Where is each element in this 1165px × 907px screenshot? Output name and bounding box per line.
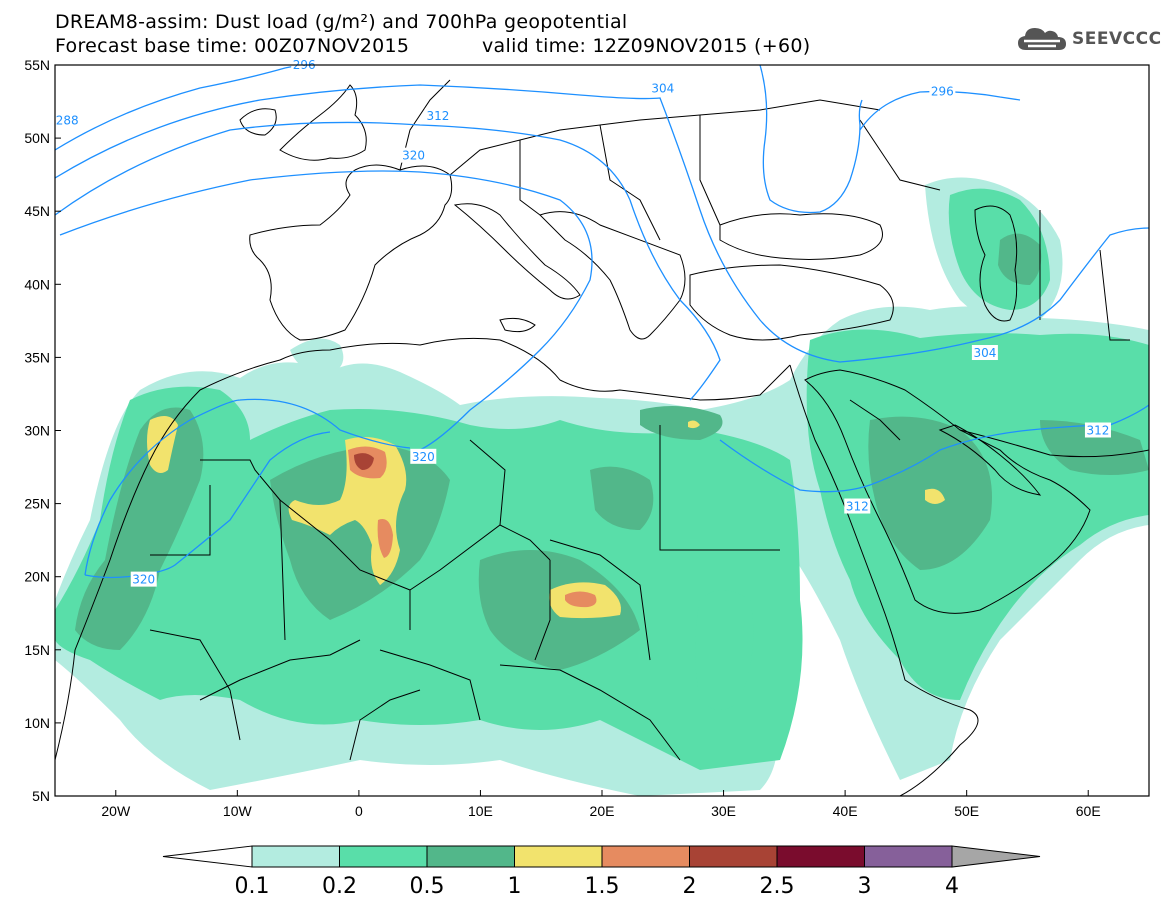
lat-tick-label: 20N (24, 569, 50, 585)
longitude-ticks: 20W 10W 0 10E 20E 30E 40E 50E 60E (101, 790, 1101, 819)
lon-tick-label: 40E (833, 803, 858, 819)
colorbar-label: 2 (683, 874, 697, 899)
latitude-ticks: 55N 50N 45N 40N 35N 30N 25N 20N 15N 10N 5N (24, 57, 61, 804)
contour-label-text: 288 (56, 114, 79, 128)
colorbar-box (514, 845, 603, 868)
lat-tick-label: 40N (24, 276, 50, 292)
contour-label-text: 312 (1086, 424, 1109, 438)
contour-label: 304 (971, 345, 998, 361)
lon-tick-label: 20W (101, 803, 131, 819)
colorbar-label: 1 (508, 874, 522, 899)
colorbar-label: 0.5 (410, 874, 445, 899)
contour-label-text: 312 (426, 109, 449, 123)
lat-tick-label: 30N (24, 423, 50, 439)
contour-label-text: 320 (402, 149, 425, 163)
colorbar-label: 3 (858, 874, 872, 899)
contour-label: 296 (929, 83, 956, 99)
lon-tick-label: 10W (223, 803, 253, 819)
forecast-base-time: Forecast base time: 00Z07NOV2015 (55, 35, 410, 57)
lat-tick-label: 50N (24, 130, 50, 146)
contour-label: 320 (400, 147, 427, 163)
colorbar-box (864, 845, 953, 868)
lat-tick-label: 10N (24, 715, 50, 731)
coastlines (55, 79, 1149, 796)
colorbar-label: 0.2 (322, 874, 357, 899)
colorbar-label: 4 (945, 874, 959, 899)
lat-tick-label: 25N (24, 496, 50, 512)
contour-label-text: 296 (931, 84, 954, 98)
colorbar-box (426, 845, 515, 868)
lon-tick-label: 60E (1076, 803, 1101, 819)
contour-label: 288 (54, 112, 81, 128)
lon-tick-label: 50E (954, 803, 979, 819)
contour-label-text: 320 (132, 573, 155, 587)
colorbar: 0.1 0.2 0.5 1 1.5 2 2.5 3 4 (162, 845, 1041, 899)
contour-label: 304 (649, 80, 676, 96)
contour-label: 312 (1084, 422, 1111, 438)
contour-label-text: 304 (651, 81, 674, 95)
seevccc-logo: SEEVCCC (1016, 24, 1162, 54)
lon-tick-label: 0 (355, 803, 363, 819)
cloud-icon (1018, 28, 1066, 50)
colorbar-box (339, 845, 428, 868)
colorbar-label: 2.5 (760, 874, 795, 899)
lat-tick-label: 45N (24, 203, 50, 219)
lon-tick-label: 30E (711, 803, 736, 819)
map-title: DREAM8-assim: Dust load (g/m²) and 700hP… (55, 11, 628, 33)
colorbar-under-triangle (162, 845, 253, 868)
colorbar-box (601, 845, 690, 868)
valid-time: valid time: 12Z09NOV2015 (+60) (482, 35, 811, 57)
contour-label: 312 (424, 108, 451, 124)
lat-tick-label: 55N (24, 57, 50, 73)
contour-label-text: 320 (412, 450, 435, 464)
contour-label-text: 312 (846, 500, 869, 514)
colorbar-over-triangle (951, 845, 1041, 868)
lon-tick-label: 10E (468, 803, 493, 819)
colorbar-box (251, 845, 340, 868)
contour-label: 320 (130, 571, 157, 587)
dust-field (55, 177, 1149, 796)
colorbar-label: 1.5 (585, 874, 620, 899)
lat-tick-label: 5N (32, 788, 50, 804)
lon-tick-label: 20E (590, 803, 615, 819)
lat-tick-label: 15N (24, 642, 50, 658)
colorbar-box (776, 845, 865, 868)
contour-label-text: 304 (973, 346, 996, 360)
logo-text: SEEVCCC (1072, 29, 1162, 49)
lat-tick-label: 35N (24, 349, 50, 365)
contour-label: 312 (844, 498, 871, 514)
contour-label: 320 (410, 448, 437, 464)
colorbar-label: 0.1 (235, 874, 270, 899)
colorbar-box (689, 845, 778, 868)
